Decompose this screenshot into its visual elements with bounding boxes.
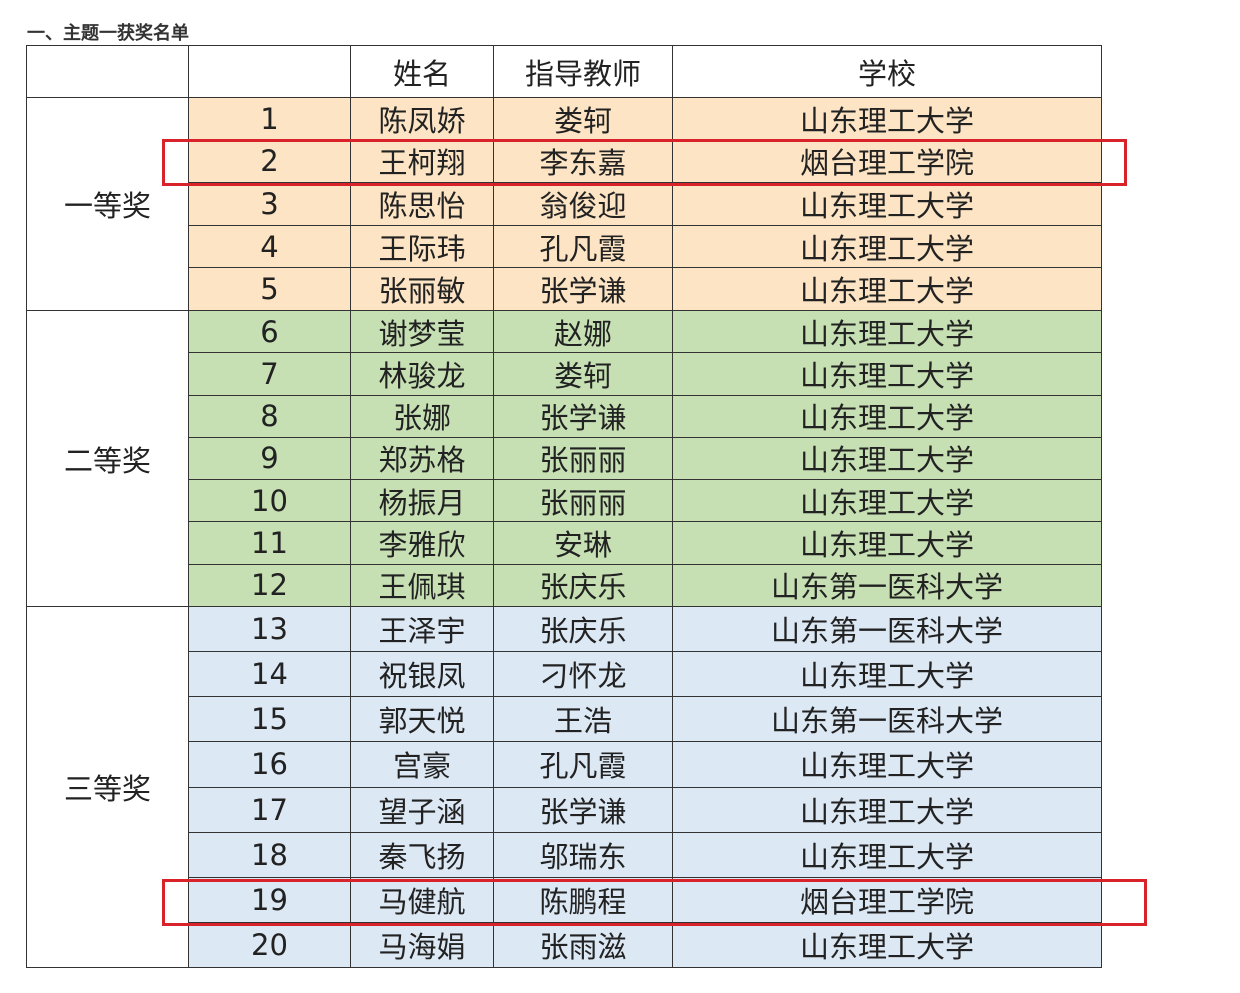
table-cell: 李雅欣 bbox=[350, 521, 494, 565]
table-cell: 山东第一医科大学 bbox=[672, 606, 1102, 653]
table-cell: 张庆乐 bbox=[493, 606, 673, 653]
table-cell: 娄轲 bbox=[493, 352, 673, 396]
table-cell: 烟台理工学院 bbox=[672, 139, 1102, 184]
table-cell: 李东嘉 bbox=[493, 139, 673, 184]
table-cell: 安琳 bbox=[493, 521, 673, 565]
table-cell: 19 bbox=[188, 876, 351, 923]
table-cell: 张丽丽 bbox=[493, 436, 673, 481]
table-cell: 翁俊迎 bbox=[493, 182, 673, 226]
table-cell: 山东理工大学 bbox=[672, 436, 1102, 481]
table-cell: 20 bbox=[188, 921, 351, 968]
table-cell: 刁怀龙 bbox=[493, 651, 673, 698]
table-cell: 5 bbox=[188, 267, 351, 311]
table-cell: 张丽敏 bbox=[350, 267, 494, 311]
table-cell: 9 bbox=[188, 436, 351, 481]
award-cell: 二等奖 bbox=[26, 310, 189, 607]
table-cell: 郑苏格 bbox=[350, 436, 494, 481]
table-cell: 山东理工大学 bbox=[672, 310, 1102, 354]
table-cell: 15 bbox=[188, 696, 351, 743]
table-cell: 林骏龙 bbox=[350, 352, 494, 396]
table-cell: 张学谦 bbox=[493, 267, 673, 311]
table-cell: 邬瑞东 bbox=[493, 831, 673, 878]
table-cell: 山东理工大学 bbox=[672, 651, 1102, 698]
table-cell: 8 bbox=[188, 394, 351, 438]
table-cell: 4 bbox=[188, 224, 351, 269]
table-cell: 王柯翔 bbox=[350, 139, 494, 184]
table-cell: 谢梦莹 bbox=[350, 310, 494, 354]
header-cell: 学校 bbox=[672, 45, 1102, 98]
table-cell: 山东理工大学 bbox=[672, 267, 1102, 311]
table-cell: 14 bbox=[188, 651, 351, 698]
table-cell: 山东理工大学 bbox=[672, 182, 1102, 226]
table-cell: 杨振月 bbox=[350, 479, 494, 523]
table-cell: 张庆乐 bbox=[493, 563, 673, 607]
table-cell: 山东理工大学 bbox=[672, 352, 1102, 396]
table-cell: 山东理工大学 bbox=[672, 831, 1102, 878]
table-cell: 山东理工大学 bbox=[672, 741, 1102, 788]
table-cell: 王佩琪 bbox=[350, 563, 494, 607]
table-cell: 陈鹏程 bbox=[493, 876, 673, 923]
table-cell: 马健航 bbox=[350, 876, 494, 923]
table-cell: 11 bbox=[188, 521, 351, 565]
table-cell: 12 bbox=[188, 563, 351, 607]
table-cell: 张学谦 bbox=[493, 394, 673, 438]
header-cell: 姓名 bbox=[350, 45, 494, 98]
table-cell: 王际玮 bbox=[350, 224, 494, 269]
table-cell: 马海娟 bbox=[350, 921, 494, 968]
table-cell: 山东理工大学 bbox=[672, 97, 1102, 141]
table-cell: 山东第一医科大学 bbox=[672, 696, 1102, 743]
table-cell: 6 bbox=[188, 310, 351, 354]
award-cell: 一等奖 bbox=[26, 97, 189, 311]
table-cell: 山东理工大学 bbox=[672, 521, 1102, 565]
section-title: 一、主题一获奖名单 bbox=[27, 23, 189, 44]
table-cell: 7 bbox=[188, 352, 351, 396]
table-cell: 陈思怡 bbox=[350, 182, 494, 226]
table-cell: 10 bbox=[188, 479, 351, 523]
table-cell: 娄轲 bbox=[493, 97, 673, 141]
header-cell: 指导教师 bbox=[493, 45, 673, 98]
table-cell: 1 bbox=[188, 97, 351, 141]
table-cell: 山东理工大学 bbox=[672, 394, 1102, 438]
table-cell: 张雨滋 bbox=[493, 921, 673, 968]
table-cell: 张学谦 bbox=[493, 786, 673, 833]
table-cell: 山东第一医科大学 bbox=[672, 563, 1102, 607]
table-cell: 赵娜 bbox=[493, 310, 673, 354]
table-cell: 张娜 bbox=[350, 394, 494, 438]
header-cell bbox=[26, 45, 189, 98]
table-cell: 3 bbox=[188, 182, 351, 226]
table-cell: 郭天悦 bbox=[350, 696, 494, 743]
table-cell: 宫豪 bbox=[350, 741, 494, 788]
table-cell: 山东理工大学 bbox=[672, 921, 1102, 968]
table-cell: 2 bbox=[188, 139, 351, 184]
table-cell: 孔凡霞 bbox=[493, 741, 673, 788]
header-cell bbox=[188, 45, 351, 98]
table-cell: 王浩 bbox=[493, 696, 673, 743]
table-cell: 望子涵 bbox=[350, 786, 494, 833]
table-cell: 烟台理工学院 bbox=[672, 876, 1102, 923]
table-cell: 陈凤娇 bbox=[350, 97, 494, 141]
table-cell: 孔凡霞 bbox=[493, 224, 673, 269]
table-cell: 17 bbox=[188, 786, 351, 833]
table-cell: 祝银凤 bbox=[350, 651, 494, 698]
award-cell: 三等奖 bbox=[26, 606, 189, 968]
table-cell: 13 bbox=[188, 606, 351, 653]
table-cell: 18 bbox=[188, 831, 351, 878]
highlight-box bbox=[162, 879, 1147, 926]
table-cell: 王泽宇 bbox=[350, 606, 494, 653]
table-cell: 山东理工大学 bbox=[672, 786, 1102, 833]
table-cell: 张丽丽 bbox=[493, 479, 673, 523]
table-cell: 秦飞扬 bbox=[350, 831, 494, 878]
table-cell: 山东理工大学 bbox=[672, 479, 1102, 523]
table-cell: 16 bbox=[188, 741, 351, 788]
table-cell: 山东理工大学 bbox=[672, 224, 1102, 269]
highlight-box bbox=[162, 139, 1127, 186]
